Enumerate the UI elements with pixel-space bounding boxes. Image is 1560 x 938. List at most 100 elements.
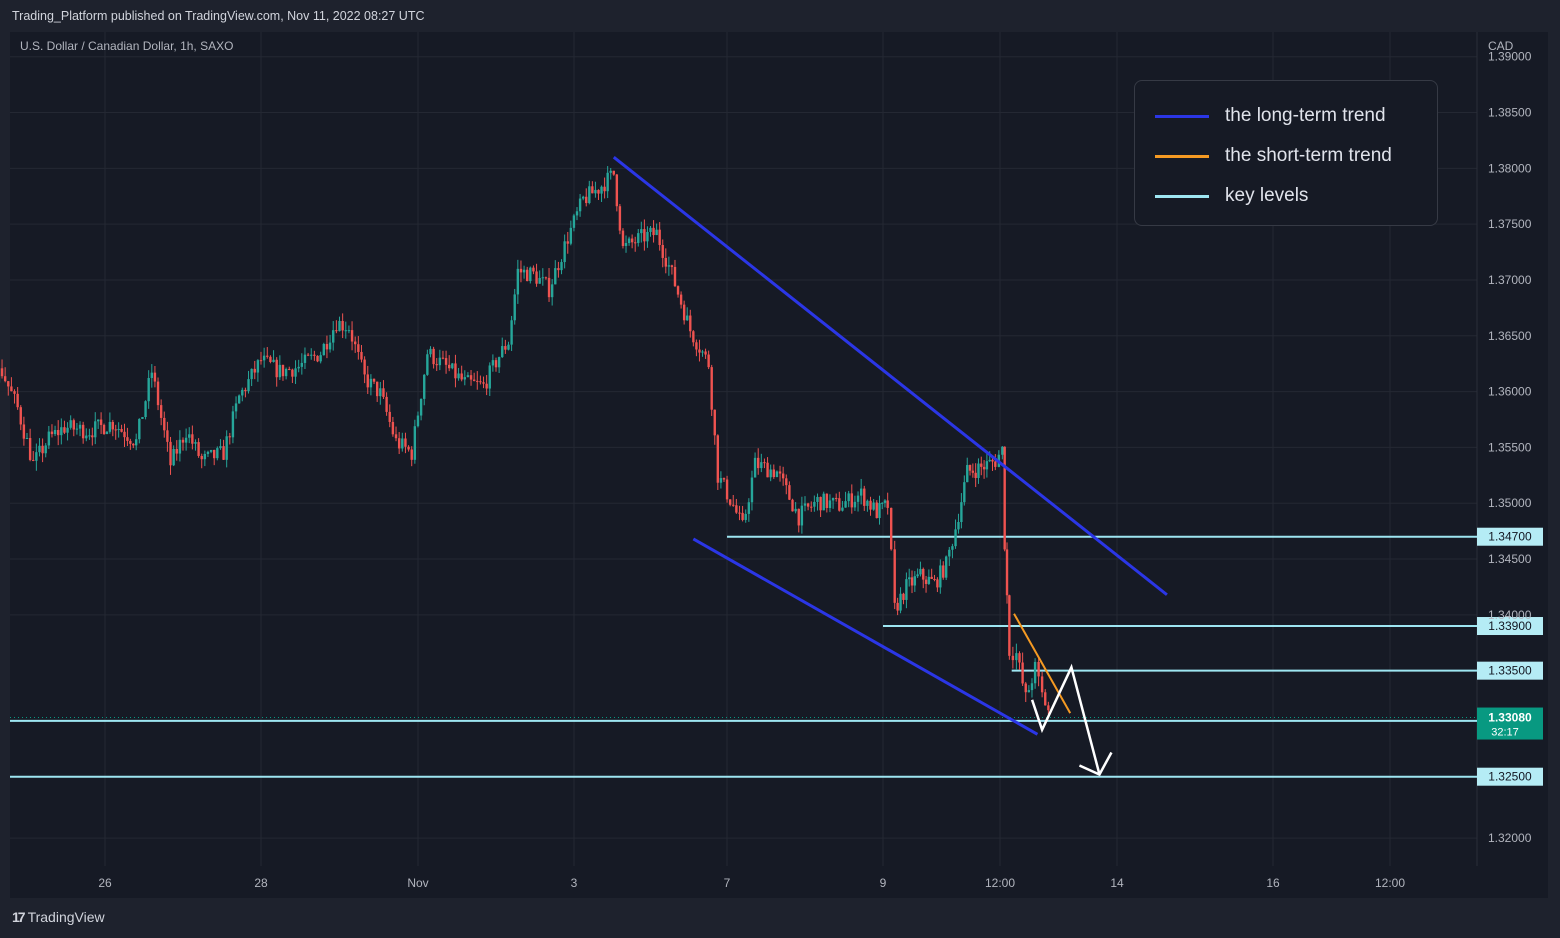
candle-body — [985, 461, 989, 470]
x-tick-label: 26 — [98, 876, 112, 890]
candle-body — [209, 449, 213, 452]
candle-body — [341, 320, 344, 331]
candle-body — [526, 269, 529, 282]
candle-body — [686, 315, 689, 321]
candle-body — [102, 424, 106, 435]
candle-body — [22, 424, 26, 439]
candle-body — [847, 493, 850, 502]
candle-body — [32, 459, 35, 461]
candle-body — [757, 457, 760, 469]
candle-body — [99, 419, 103, 425]
candle-body — [609, 170, 612, 173]
candle-body — [250, 368, 253, 380]
candle-body — [1015, 653, 1018, 661]
candle-body — [66, 427, 69, 433]
candle-body — [166, 430, 169, 442]
candle-body — [927, 576, 931, 584]
candle-body — [313, 354, 316, 356]
x-tick-label: 28 — [254, 876, 268, 890]
candle-body — [247, 379, 250, 392]
candle-body — [554, 268, 557, 285]
candle-body — [803, 503, 807, 506]
candle-body — [105, 431, 109, 435]
candle-body — [463, 377, 466, 380]
forecast-arrow[interactable] — [1030, 663, 1113, 777]
candle-body — [382, 388, 385, 397]
candle-body — [150, 372, 153, 379]
time-axis[interactable]: 26 28 Nov 3 7 9 12:00 14 16 12:00 — [98, 876, 1405, 890]
trend-lines[interactable] — [612, 156, 1168, 736]
candle-body — [988, 459, 991, 462]
candle-body — [504, 346, 507, 350]
candle-body — [707, 354, 710, 368]
candle-body — [394, 434, 398, 439]
candle-body — [878, 503, 881, 519]
candle-body — [328, 342, 332, 350]
candle-body — [231, 411, 235, 438]
candle-body — [96, 419, 100, 422]
candle-body — [234, 403, 238, 412]
tradingview-logo[interactable]: 17 TradingView — [12, 909, 105, 925]
candle-body — [856, 495, 860, 502]
candle-body — [1021, 662, 1024, 684]
y-tick-label: 1.38000 — [1488, 161, 1532, 175]
candle-body — [466, 375, 470, 378]
candle-body — [354, 341, 357, 345]
candle-body — [448, 364, 451, 369]
candle-body — [332, 330, 335, 343]
candle-body — [816, 496, 819, 502]
candle-body — [679, 294, 683, 305]
candle-body — [948, 549, 951, 557]
candle-body — [850, 493, 853, 508]
candle-body — [522, 269, 526, 273]
candle-body — [237, 395, 241, 404]
candle-body — [933, 578, 936, 580]
candle-body — [828, 500, 832, 508]
candle-body — [939, 565, 942, 588]
candle-body — [501, 346, 504, 358]
candle-body — [272, 359, 275, 363]
candle-body — [269, 356, 272, 363]
candle-body — [291, 369, 294, 377]
candle-body — [244, 389, 247, 392]
candle-body — [191, 434, 194, 444]
candle-body — [550, 284, 554, 298]
candle-body — [922, 568, 925, 580]
candle-body — [497, 357, 501, 368]
candle-body — [16, 393, 19, 408]
candle-body — [347, 330, 351, 332]
candle-body — [750, 477, 754, 503]
candle-body — [667, 265, 671, 267]
candle-body — [519, 268, 523, 273]
legend-swatch-key-levels — [1155, 194, 1209, 198]
candle-body — [397, 438, 401, 449]
candle-body — [126, 437, 129, 441]
candle-body — [634, 242, 637, 244]
candle-body — [532, 267, 535, 272]
candle-body — [710, 367, 713, 410]
candle-body — [13, 391, 16, 394]
candle-body — [557, 268, 560, 271]
candle-body — [766, 462, 769, 478]
y-tick-label: 1.38500 — [1488, 106, 1532, 120]
forecast-path — [1030, 663, 1101, 775]
candle-body — [388, 411, 391, 422]
candle-body — [172, 448, 175, 466]
key-level-tag — [1477, 661, 1543, 680]
candle-body — [661, 244, 664, 258]
candle-body — [1005, 549, 1009, 596]
candle-body — [419, 398, 423, 416]
candle-body — [120, 428, 123, 432]
candle-body — [28, 438, 32, 460]
candle-body — [1027, 690, 1031, 693]
candle-body — [1024, 683, 1027, 693]
candle-body — [800, 505, 804, 526]
candle-body — [838, 498, 841, 511]
candle-body — [1040, 676, 1044, 693]
x-tick-label: 7 — [724, 876, 731, 890]
candle-body — [863, 488, 866, 506]
candle-body — [875, 502, 878, 519]
candle-body — [982, 466, 986, 470]
